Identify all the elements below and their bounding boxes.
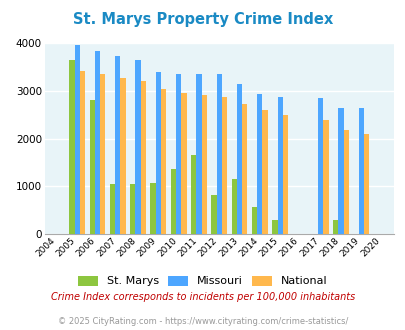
Bar bbox=[262, 110, 267, 234]
Bar bbox=[156, 72, 160, 234]
Bar bbox=[241, 104, 247, 234]
Bar bbox=[363, 134, 369, 234]
Bar bbox=[181, 93, 186, 234]
Bar bbox=[221, 97, 227, 234]
Bar bbox=[135, 60, 140, 234]
Bar bbox=[231, 179, 236, 234]
Legend: St. Marys, Missouri, National: St. Marys, Missouri, National bbox=[74, 271, 331, 291]
Bar bbox=[75, 45, 79, 234]
Bar bbox=[211, 195, 216, 234]
Bar bbox=[100, 74, 105, 234]
Bar bbox=[277, 97, 282, 234]
Bar bbox=[318, 98, 323, 234]
Bar bbox=[160, 89, 166, 234]
Bar bbox=[150, 182, 156, 234]
Bar bbox=[201, 95, 206, 234]
Bar bbox=[120, 78, 126, 234]
Bar bbox=[79, 71, 85, 234]
Bar bbox=[338, 108, 343, 234]
Bar bbox=[176, 74, 181, 234]
Text: © 2025 CityRating.com - https://www.cityrating.com/crime-statistics/: © 2025 CityRating.com - https://www.city… bbox=[58, 317, 347, 326]
Text: Crime Index corresponds to incidents per 100,000 inhabitants: Crime Index corresponds to incidents per… bbox=[51, 292, 354, 302]
Bar bbox=[191, 155, 196, 234]
Bar bbox=[109, 184, 115, 234]
Bar bbox=[95, 51, 100, 234]
Bar bbox=[282, 115, 288, 234]
Bar bbox=[171, 169, 176, 234]
Bar bbox=[271, 220, 277, 234]
Text: St. Marys Property Crime Index: St. Marys Property Crime Index bbox=[72, 12, 333, 26]
Bar bbox=[216, 75, 221, 234]
Bar bbox=[332, 220, 338, 234]
Bar bbox=[115, 56, 120, 234]
Bar bbox=[358, 108, 363, 234]
Bar bbox=[237, 83, 242, 234]
Bar bbox=[140, 81, 146, 234]
Bar bbox=[322, 120, 328, 234]
Bar bbox=[89, 100, 95, 234]
Bar bbox=[196, 75, 201, 234]
Bar bbox=[69, 60, 75, 234]
Bar bbox=[257, 94, 262, 234]
Bar bbox=[343, 130, 348, 234]
Bar bbox=[130, 183, 135, 234]
Bar bbox=[251, 207, 257, 234]
